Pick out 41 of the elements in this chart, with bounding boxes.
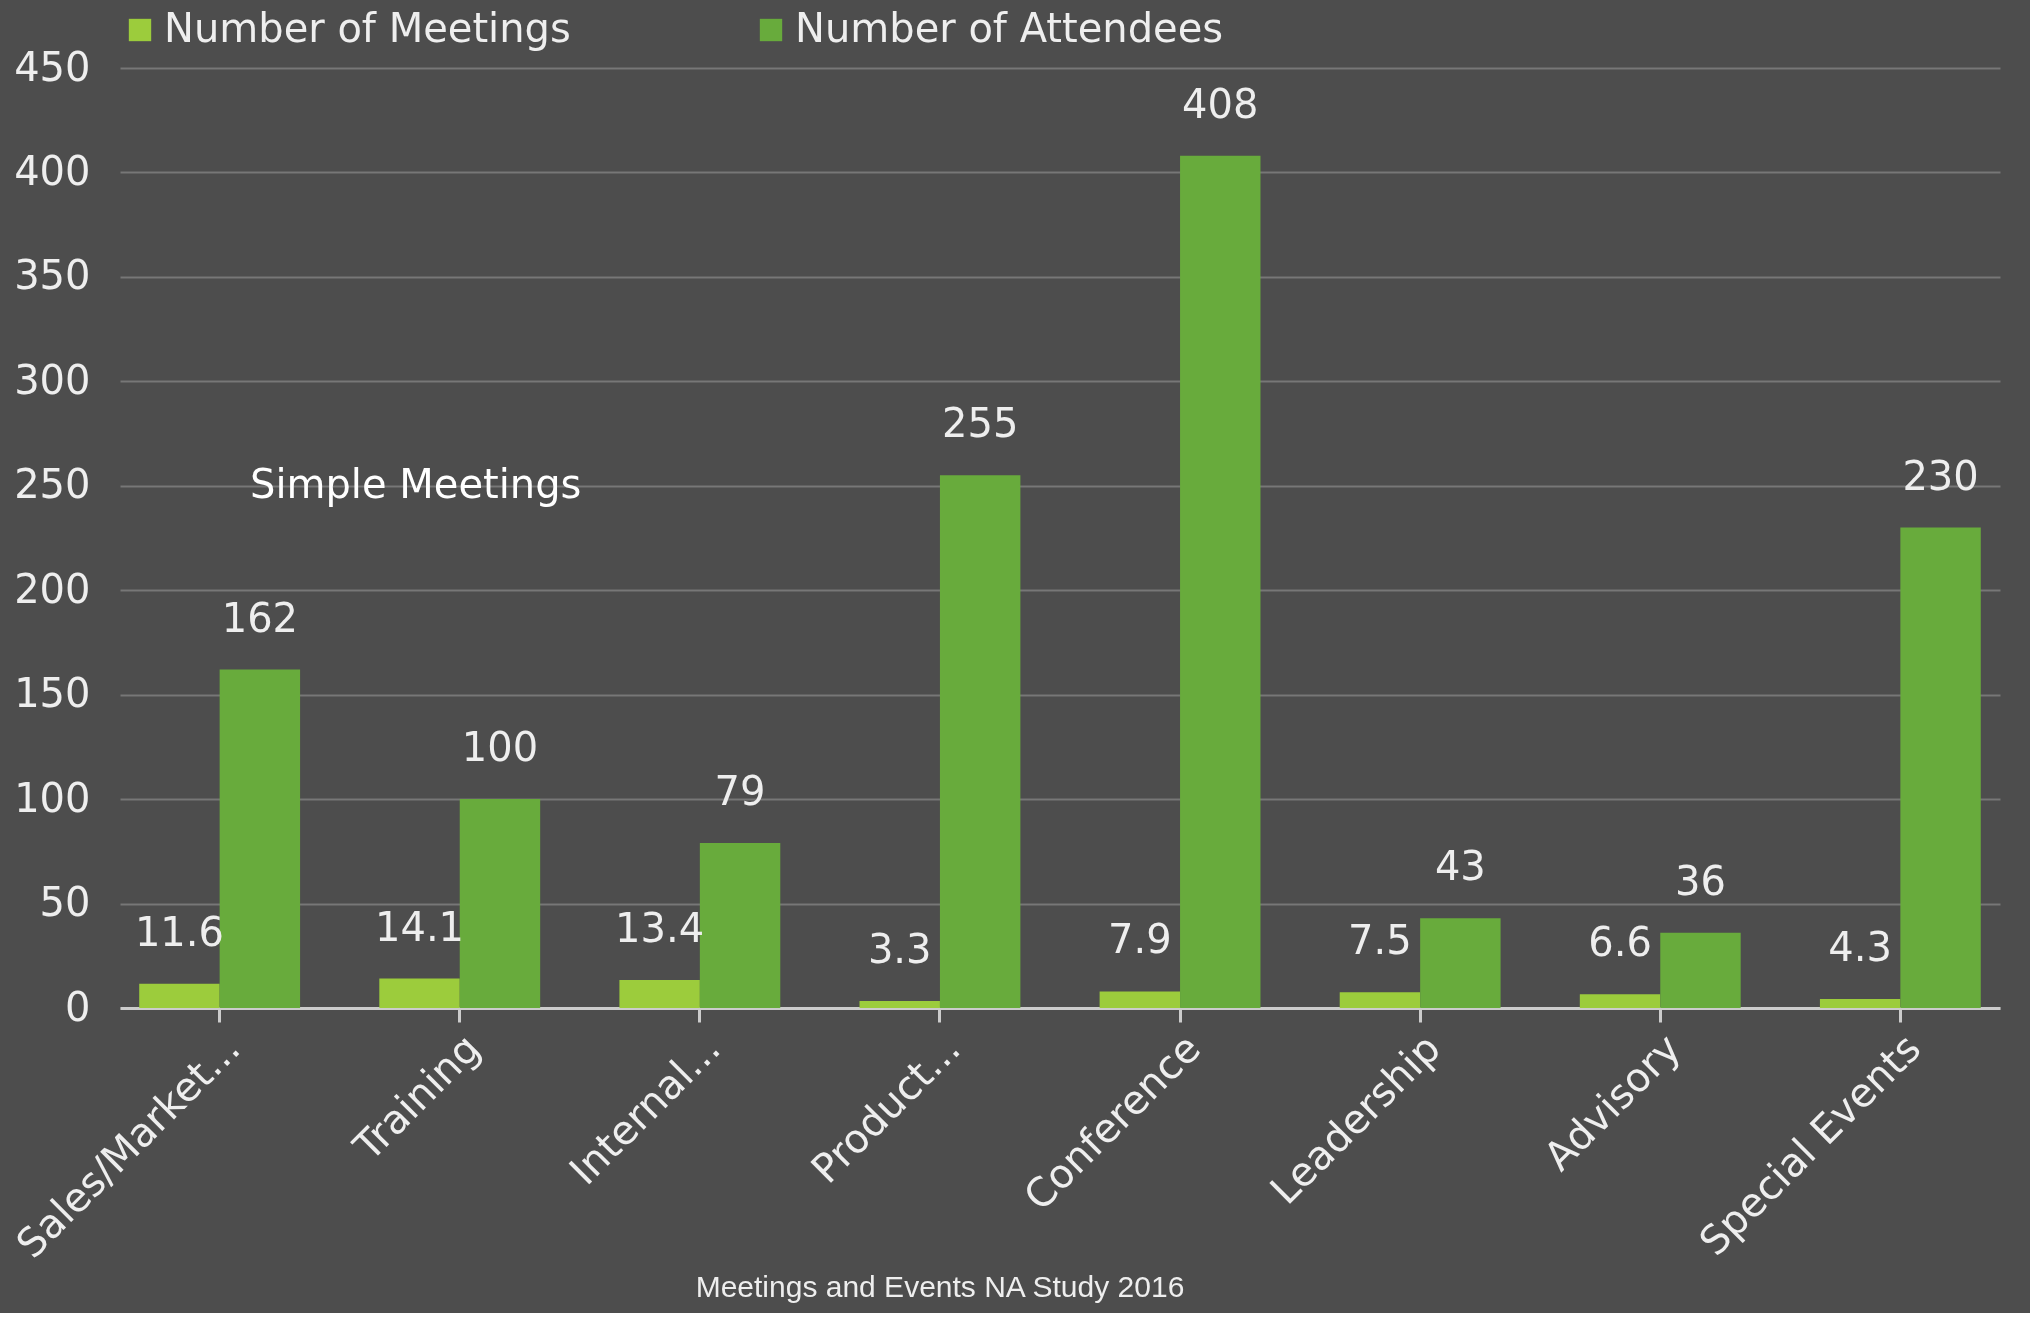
data-label: 100 — [461, 724, 539, 771]
legend-label: Number of Attendees — [795, 5, 1224, 51]
data-label: 6.6 — [1588, 919, 1652, 966]
y-tick-label: 100 — [14, 774, 91, 821]
y-tick-label: 250 — [14, 461, 91, 508]
bar — [939, 475, 1021, 1008]
data-label: 7.5 — [1348, 917, 1412, 964]
bar — [1339, 992, 1421, 1008]
y-tick-label: 300 — [14, 356, 91, 403]
data-label: 7.9 — [1108, 916, 1172, 963]
data-label: 255 — [941, 400, 1019, 447]
annotation: Simple Meetings — [250, 460, 582, 507]
bar — [379, 978, 460, 1008]
data-label: 4.3 — [1828, 924, 1892, 971]
text: Meetings and Events NA Study 2016 — [695, 1270, 1185, 1303]
data-label: 408 — [1182, 80, 1259, 127]
bar — [619, 980, 700, 1008]
bar — [139, 983, 220, 1008]
data-label: 162 — [221, 594, 299, 641]
data-label: 230 — [1902, 452, 1979, 499]
y-tick-label: 150 — [14, 670, 91, 717]
y-tick-label: 400 — [14, 147, 91, 194]
data-label: 43 — [1434, 843, 1486, 890]
bar — [1420, 918, 1501, 1008]
y-tick-label: 50 — [39, 879, 91, 926]
bar — [859, 1001, 940, 1008]
bar — [1180, 155, 1261, 1008]
data-label: 36 — [1675, 857, 1726, 904]
data-label: 3.3 — [867, 926, 932, 973]
bar — [1900, 527, 1981, 1008]
bar — [459, 799, 541, 1008]
y-tick-label: 0 — [65, 983, 91, 1030]
y-tick-label: 200 — [14, 565, 91, 612]
legend-label: Number of Meetings — [164, 5, 571, 51]
y-tick-label: 350 — [14, 252, 91, 299]
bar — [1819, 999, 1901, 1008]
data-label: 79 — [714, 767, 766, 814]
bar — [1099, 991, 1181, 1008]
bar — [1579, 994, 1661, 1008]
y-tick-label: 450 — [14, 43, 91, 90]
bar — [1660, 932, 1741, 1008]
